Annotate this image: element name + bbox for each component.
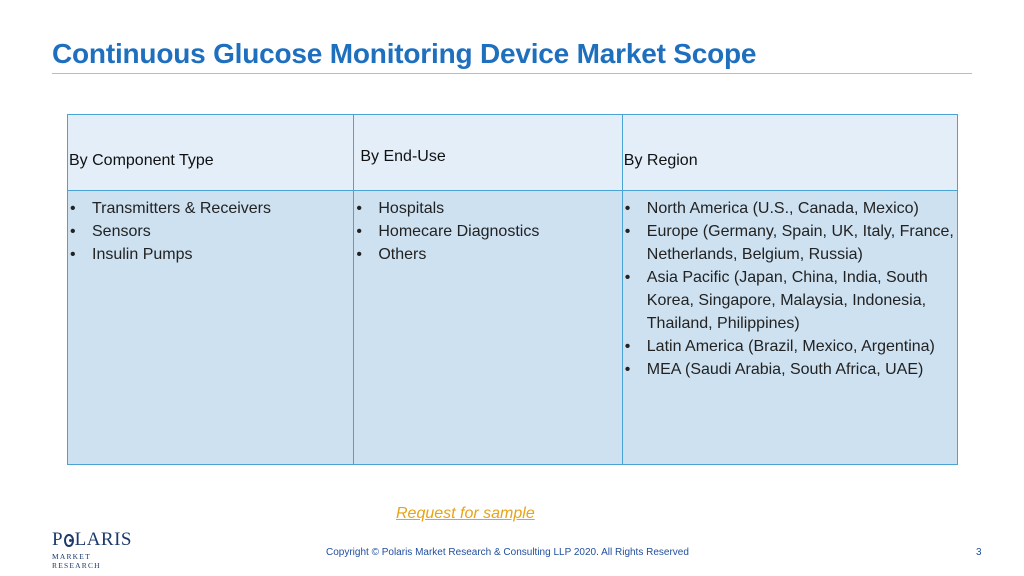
logo-star-icon [64,533,74,547]
bullet: • [356,223,362,240]
list-item-text: Insulin Pumps [92,246,193,263]
list-item: • Hospitals [354,197,621,220]
header-cell-component-type: By Component Type [66,114,355,191]
list-item: • Insulin Pumps [68,243,353,266]
list-item: • Transmitters & Receivers [68,197,353,220]
logo-tagline: MARKET RESEARCH [52,552,101,570]
end-use-list: • Hospitals • Homecare Diagnostics • Others [354,197,621,266]
header-cell-region: By Region [621,114,959,191]
slide-title: Continuous Glucose Monitoring Device Mar… [52,38,757,69]
copyright-text: Copyright © Polaris Market Research & Co… [326,547,689,558]
bullet: • [624,223,631,240]
bullet: • [356,200,362,217]
table-body-row: • Transmitters & Receivers • Sensors • Insu… [66,190,959,465]
list-item-text: Europe (Germany, Spain, UK, Italy, Franc… [646,223,954,263]
list-item-text: Asia Pacific (Japan, China, India, South… [646,269,928,332]
list-item: • Homecare Diagnostics [354,220,621,243]
list-item-text: North America (U.S., Canada, Mexico) [646,200,919,217]
bullet: • [356,246,362,263]
list-item: • Europe (Germany, Spain, UK, Italy, Fran… [623,220,957,266]
polaris-logo: P LARIS MARKET RESEARCH [52,530,132,571]
list-item: • North America (U.S., Canada, Mexico) [623,197,957,220]
bullet: • [624,361,631,378]
list-item-text: Transmitters & Receivers [92,200,271,217]
list-item: • Asia Pacific (Japan, China, India, Sout… [623,266,957,335]
title-divider [52,73,972,74]
header-cell-end-use: By End-Use [353,114,623,191]
region-cell: • North America (U.S., Canada, Mexico) • E… [621,190,959,465]
bullet: • [624,200,631,217]
header-end-use: By End-Use [360,148,446,165]
bullet: • [70,223,76,240]
list-item: • Latin America (Brazil, Mexico, Argentin… [623,335,957,358]
request-sample-link[interactable]: Request for sample [396,505,535,522]
list-item: • MEA (Saudi Arabia, South Africa, UAE) [623,358,957,381]
list-item-text: Hospitals [378,200,445,217]
bullet: • [624,269,631,286]
region-list: • North America (U.S., Canada, Mexico) • E… [623,197,957,381]
header-component-type: By Component Type [69,152,214,169]
logo-text-end: LARIS [74,529,132,550]
bullet: • [70,246,76,263]
list-item-text: Homecare Diagnostics [378,223,540,240]
list-item: • Sensors [68,220,353,243]
list-item: • Others [354,243,621,266]
table-header-row: By Component Type By End-Use By Region [66,114,959,191]
list-item-text: MEA (Saudi Arabia, South Africa, UAE) [646,361,924,378]
header-region: By Region [623,152,698,169]
component-type-list: • Transmitters & Receivers • Sensors • Insu… [68,197,353,266]
component-type-cell: • Transmitters & Receivers • Sensors • Insu… [66,190,355,465]
list-item-text: Latin America (Brazil, Mexico, Argentina… [646,338,935,355]
logo-text-start: P [52,529,64,550]
list-item-text: Sensors [92,223,151,240]
bullet: • [70,200,76,217]
end-use-cell: • Hospitals • Homecare Diagnostics • Others [353,190,623,465]
logo-wordmark: P LARIS [52,530,132,550]
page-number: 3 [976,547,982,558]
list-item-text: Others [378,246,427,263]
bullet: • [624,338,631,355]
market-scope-table: By Component Type By End-Use By Region •… [66,114,959,465]
